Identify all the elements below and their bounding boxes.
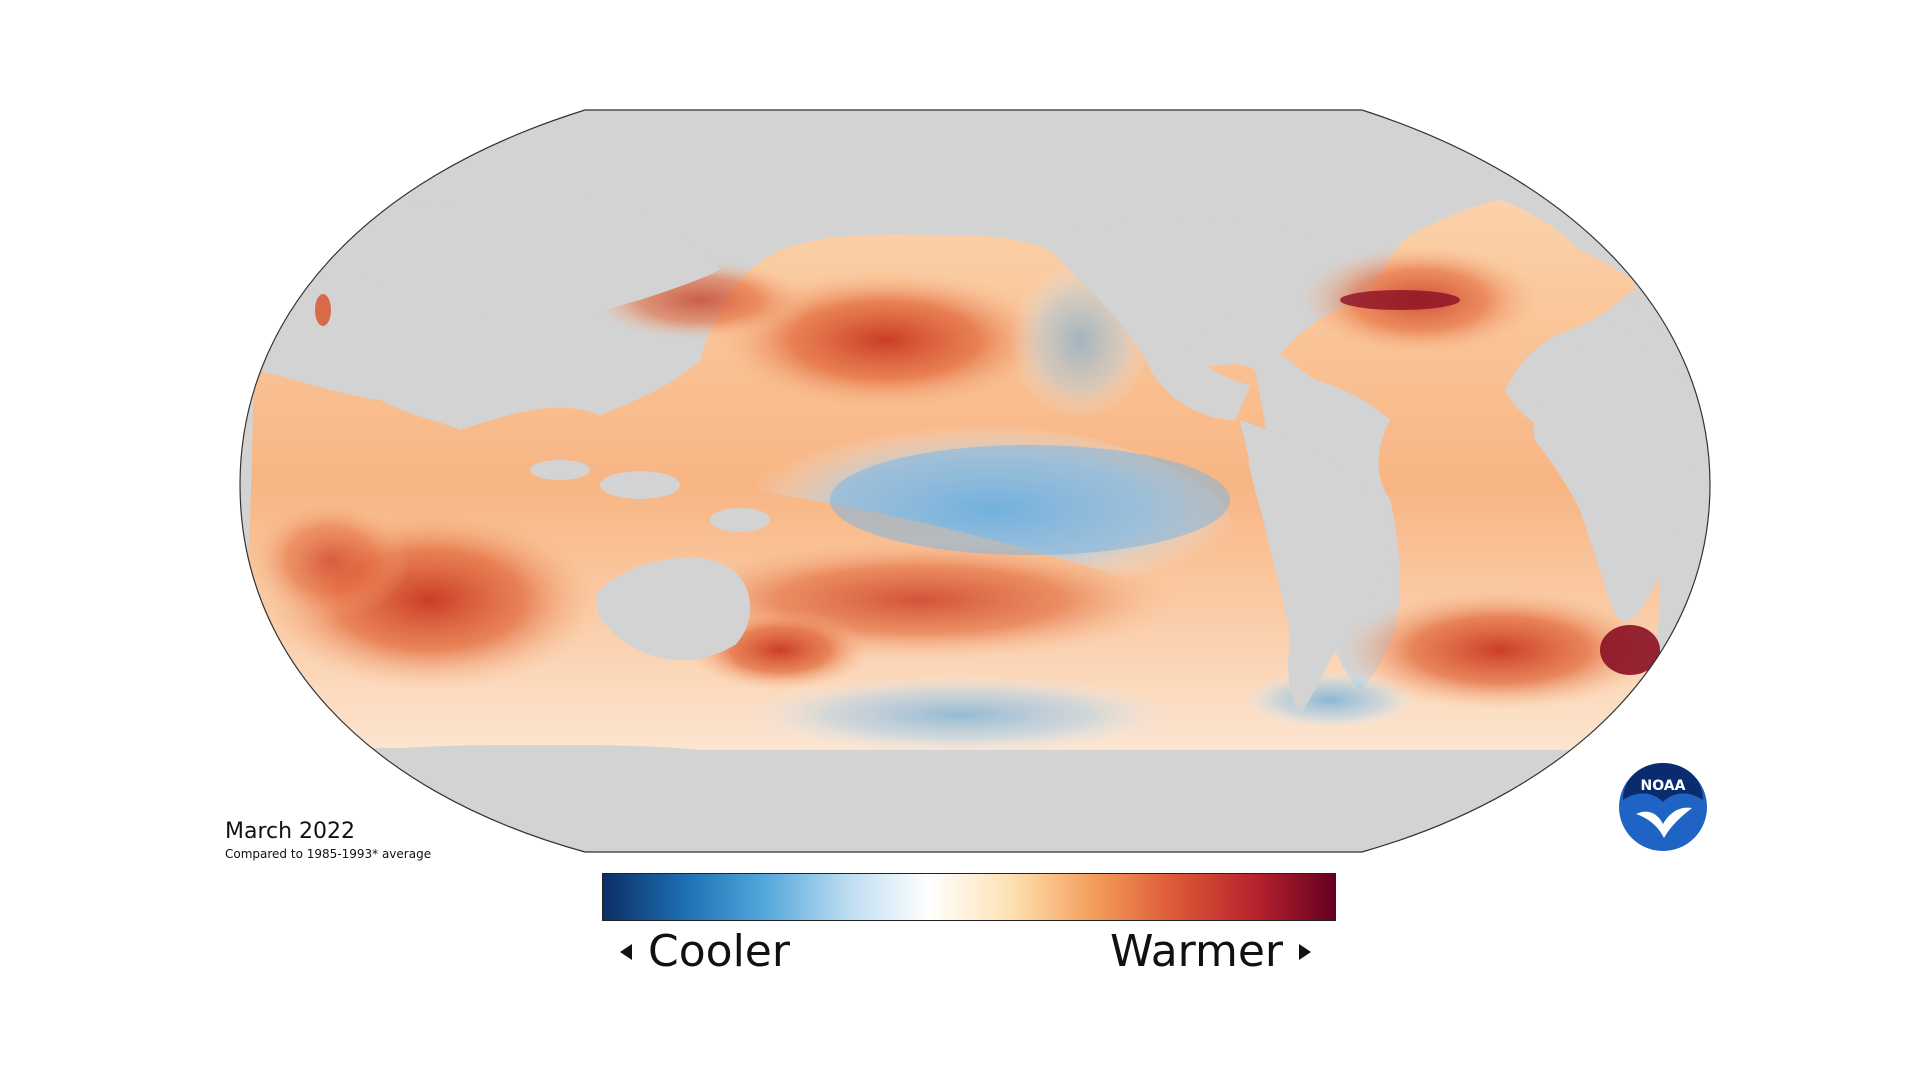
legend-warmer-label: Warmer xyxy=(1110,926,1283,977)
nino-core xyxy=(830,445,1230,555)
legend-cooler-label: Cooler xyxy=(648,926,790,977)
land-new-guinea xyxy=(710,508,770,532)
logo-text: NOAA xyxy=(1641,778,1686,794)
legend-cooler: Cooler xyxy=(620,924,790,980)
colorbar-legend xyxy=(602,873,1336,921)
indian-ocean-anomaly-west xyxy=(250,500,410,620)
land-south-america xyxy=(1240,420,1390,715)
caption-subtitle: Compared to 1985-1993* average xyxy=(225,847,432,861)
gulf-stream-anomaly xyxy=(1340,290,1460,310)
land-north-america xyxy=(1040,218,1320,420)
land-borneo xyxy=(600,471,680,499)
caption-title: March 2022 xyxy=(225,819,356,844)
map-caption: March 2022 Compared to 1985-1993* averag… xyxy=(225,818,431,862)
logo-top xyxy=(1623,763,1703,802)
land-australia xyxy=(596,557,751,661)
arrow-left-icon xyxy=(620,944,632,960)
noaa-logo-icon: NOAA xyxy=(1619,763,1707,851)
south-atlantic-anomaly xyxy=(1340,590,1660,710)
arrow-right-icon xyxy=(1299,944,1311,960)
map-frame-outline xyxy=(239,109,1711,853)
land-africa xyxy=(1533,320,1697,621)
legend-warmer: Warmer xyxy=(1110,924,1311,980)
southern-ocean-cool xyxy=(740,675,1180,755)
caspian-sea xyxy=(315,294,331,326)
land-antarctica xyxy=(240,750,1710,852)
logo-bird xyxy=(1636,807,1692,838)
land-sumatra xyxy=(530,460,590,480)
agulhas-anomaly xyxy=(1600,625,1660,675)
